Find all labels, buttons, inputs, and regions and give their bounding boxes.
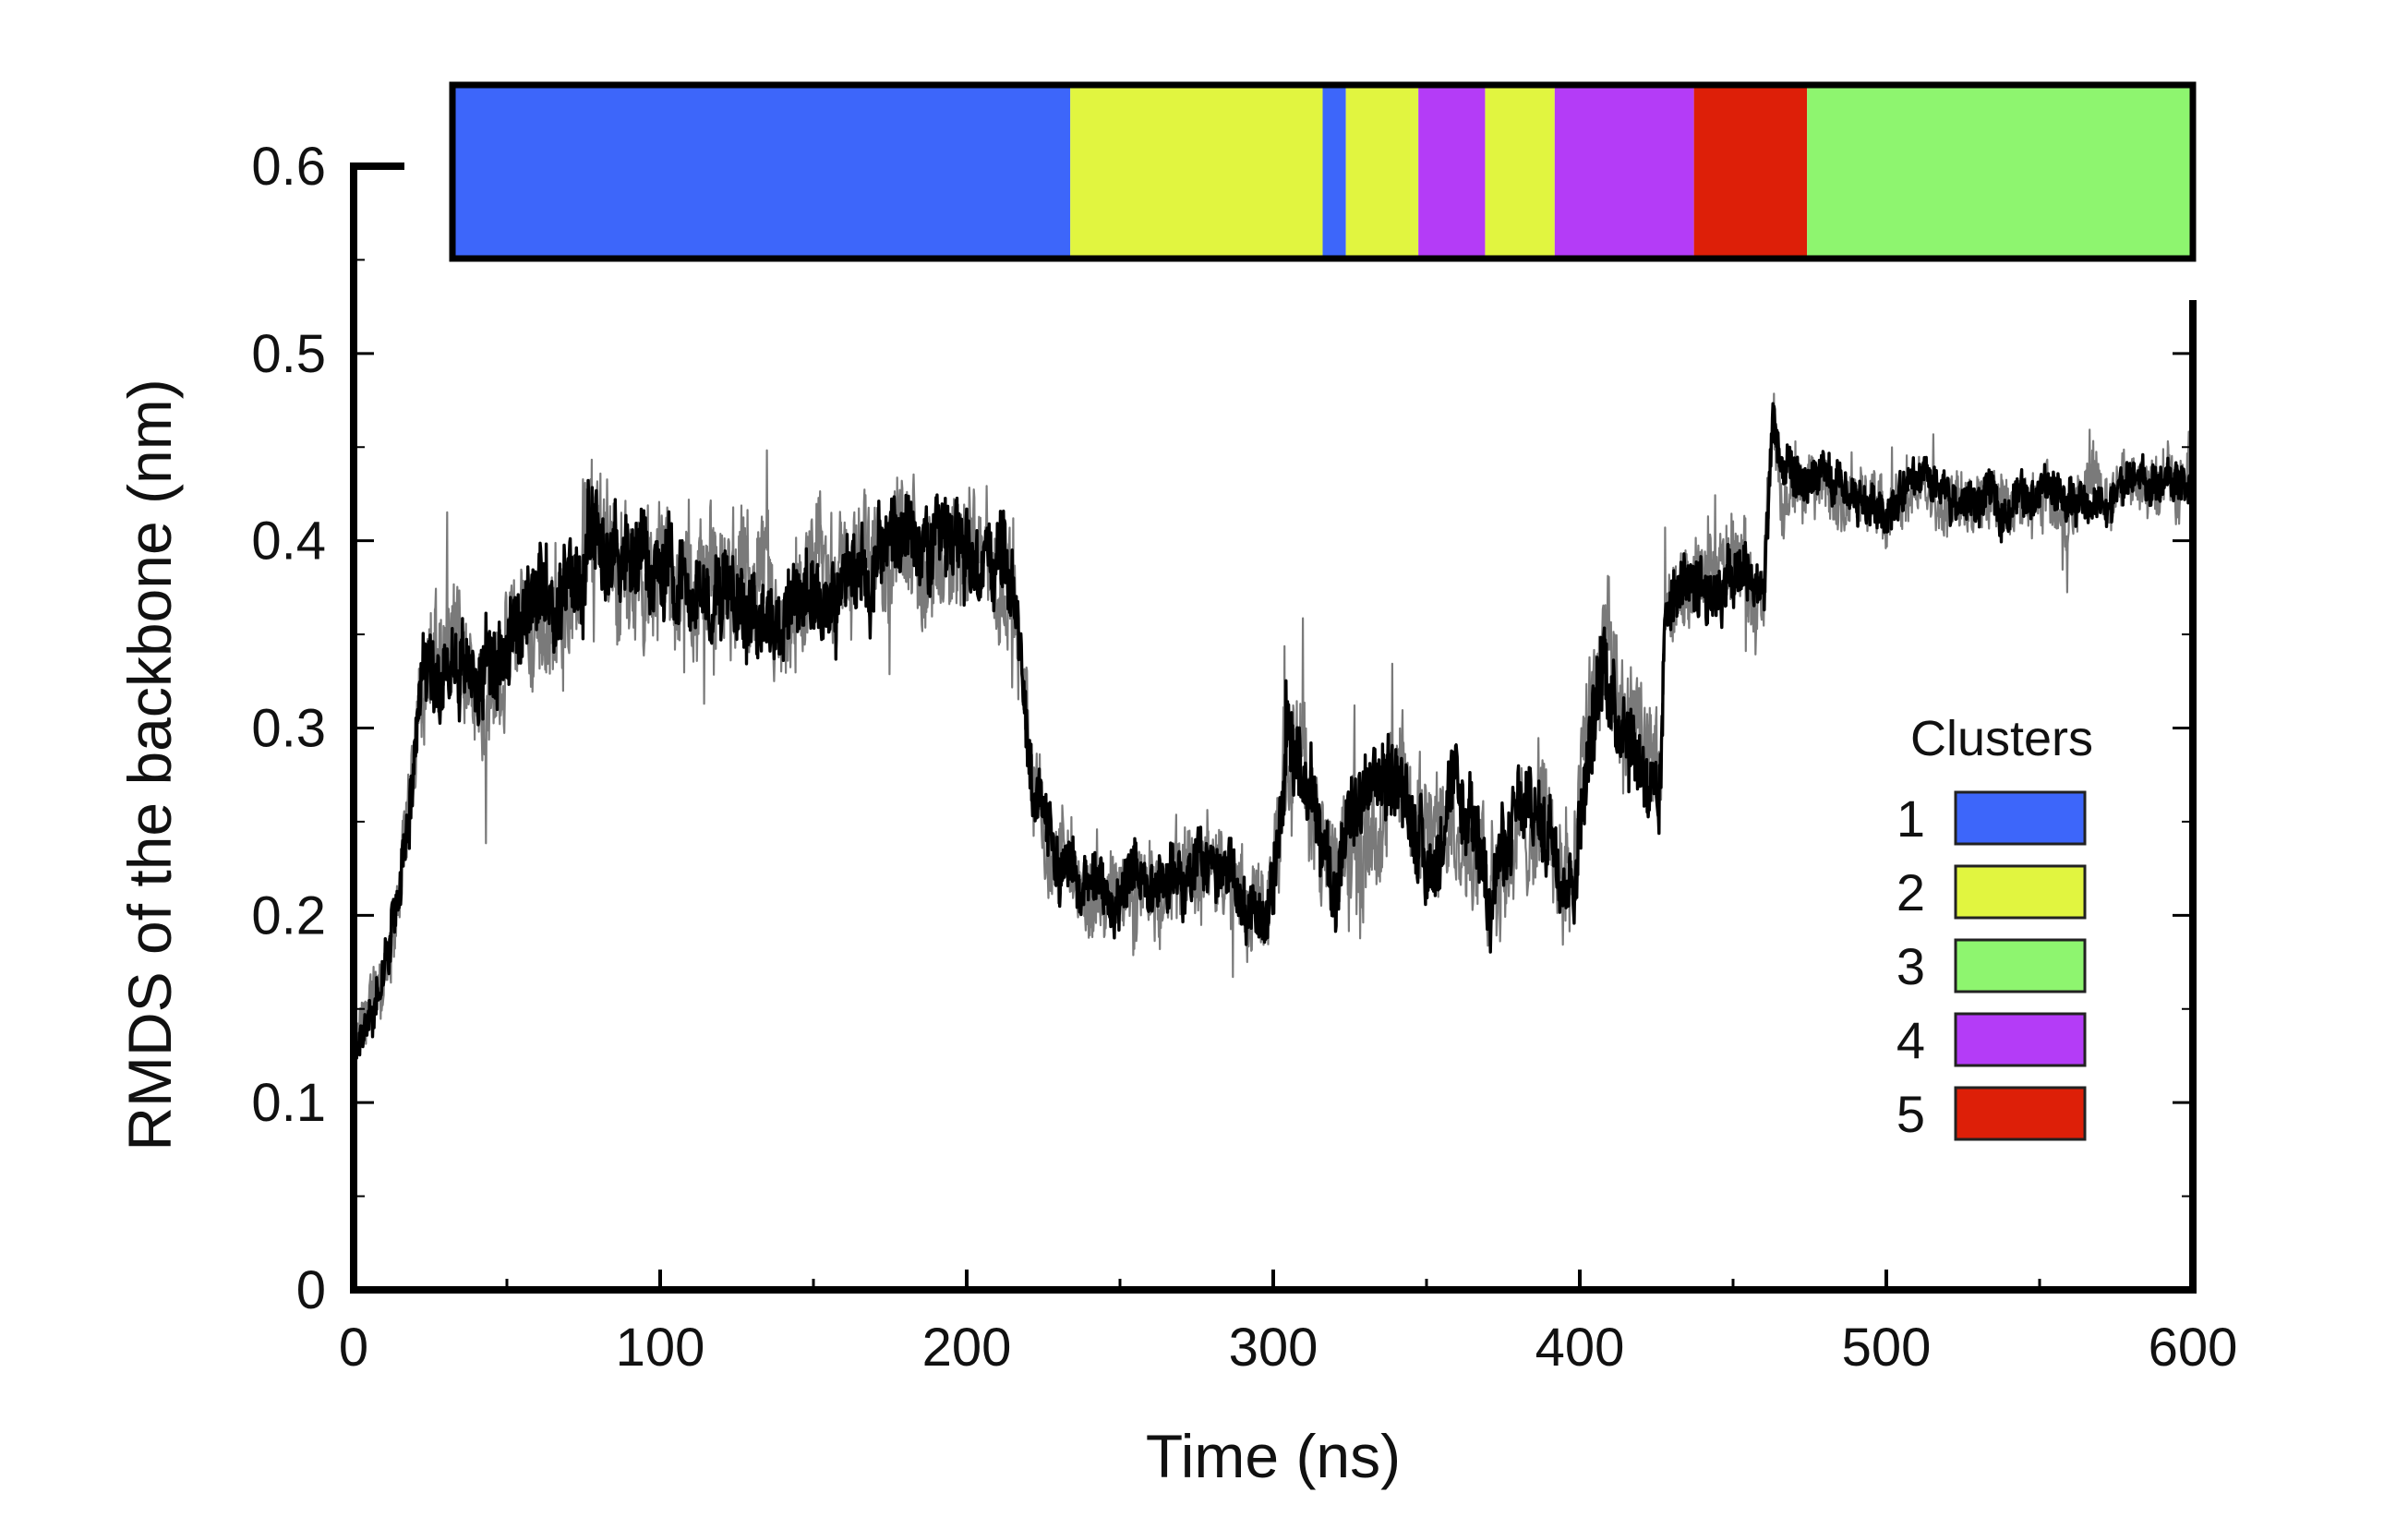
x-axis-title: Time (ns) — [1146, 1422, 1401, 1490]
legend-swatch-3 — [1954, 938, 2087, 993]
cluster-segment-1 — [1322, 85, 1346, 259]
legend-label-5: 5 — [1896, 1085, 1925, 1143]
rmsd-series-line — [352, 402, 2195, 1078]
y-tick-label: 0.3 — [251, 699, 326, 759]
cluster-segment-2 — [1485, 85, 1555, 259]
legend-swatch-2 — [1954, 864, 2087, 920]
y-tick-label: 0.6 — [251, 137, 326, 197]
cluster-segment-5 — [1693, 85, 1808, 259]
x-tick-label: 500 — [1842, 1318, 1932, 1378]
y-axis-ticks: 0 0.1 0.2 0.3 0.4 0.5 0.6 — [251, 137, 2193, 1320]
cluster-segment-3 — [1807, 85, 2193, 259]
legend-label-4: 4 — [1896, 1011, 1925, 1069]
x-tick-label: 400 — [1535, 1318, 1625, 1378]
y-tick-label: 0 — [296, 1260, 326, 1320]
cluster-timeline-bar — [449, 81, 2197, 262]
cluster-segment-1 — [452, 85, 1071, 259]
cluster-bar-frame — [449, 81, 2197, 262]
y-tick-label: 0.5 — [251, 324, 326, 384]
cluster-segment-2 — [1345, 85, 1419, 259]
rmsd-line-group — [352, 402, 2195, 1078]
legend-swatch-1 — [1954, 790, 2087, 846]
legend-swatch-5 — [1954, 1086, 2087, 1141]
cluster-legend: Clusters 1 2 3 4 5 — [1896, 711, 2093, 1143]
x-tick-label: 200 — [922, 1318, 1012, 1378]
cluster-segment-4 — [1554, 85, 1694, 259]
y-tick-label: 0.1 — [251, 1073, 326, 1133]
legend-label-2: 2 — [1896, 863, 1925, 921]
x-axis-ticks: 0 100 200 300 400 500 600 — [339, 1270, 2238, 1378]
cluster-segment-2 — [1070, 85, 1323, 259]
x-tick-label: 300 — [1229, 1318, 1318, 1378]
y-axis-title: RMDS of the backbone (nm) — [115, 379, 184, 1150]
x-tick-label: 100 — [616, 1318, 705, 1378]
cluster-segment-4 — [1418, 85, 1486, 259]
x-tick-label: 600 — [2149, 1318, 2238, 1378]
legend-title: Clusters — [1910, 711, 2093, 766]
y-tick-label: 0.2 — [251, 885, 326, 945]
legend-label-3: 3 — [1896, 937, 1925, 995]
legend-label-1: 1 — [1896, 789, 1925, 848]
x-tick-label: 0 — [339, 1318, 368, 1378]
legend-swatch-4 — [1954, 1012, 2087, 1067]
y-tick-label: 0.4 — [251, 512, 326, 572]
